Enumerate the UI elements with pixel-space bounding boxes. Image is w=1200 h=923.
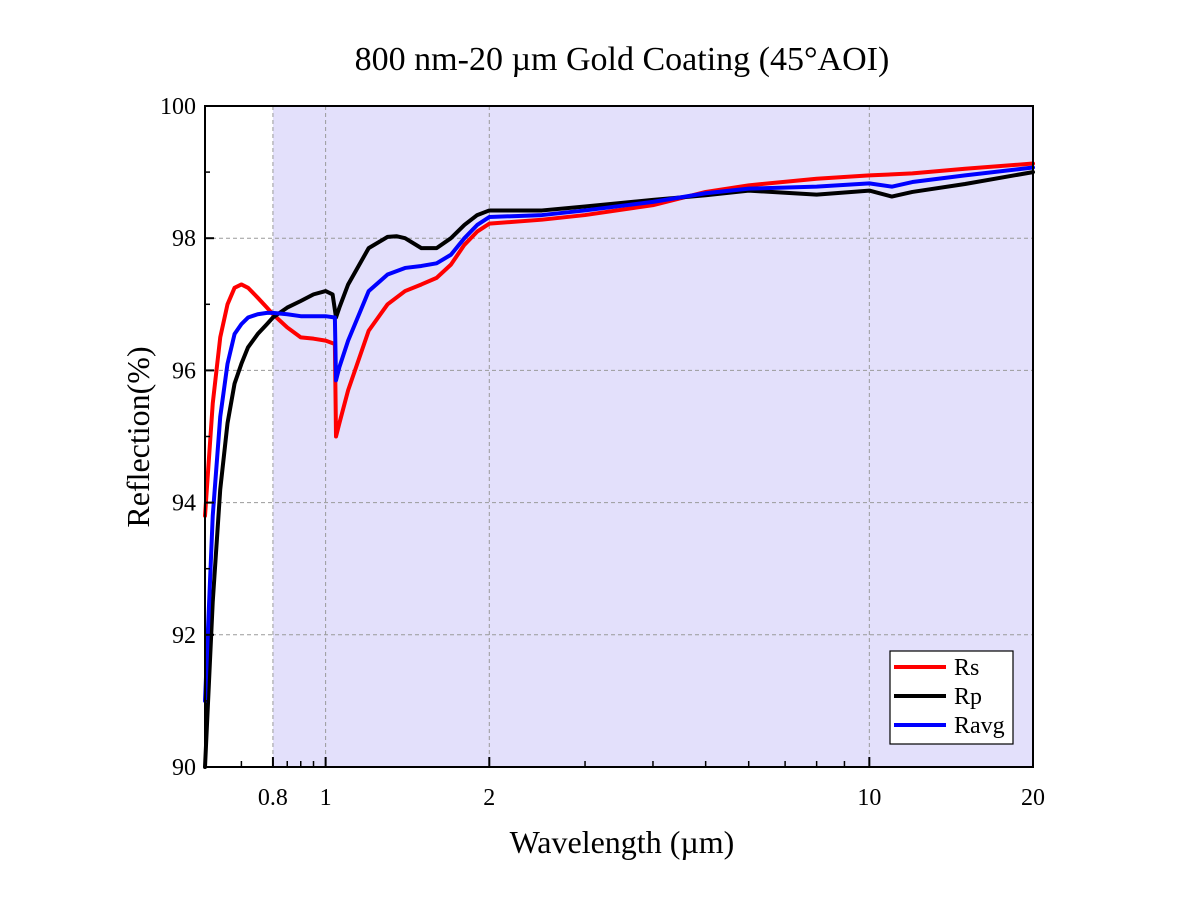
y-tick-label: 96 [172,358,196,384]
y-tick-label: 92 [172,623,196,649]
x-tick-label: 1 [320,785,332,811]
y-axis-title: Reflection(%) [120,346,156,527]
x-tick-label: 0.8 [258,785,288,811]
legend-label-rp: Rp [954,684,982,710]
chart-title: 800 nm-20 µm Gold Coating (45°AOI) [355,41,890,78]
x-tick-label: 20 [1021,785,1045,811]
x-tick-label: 10 [857,785,881,811]
plot-area: 90 92 94 96 98 100 0.8 1 2 10 20 Rs Rp Ravg [160,94,1045,811]
y-tick-label: 90 [172,755,196,781]
x-axis-title: Wavelength (µm) [510,824,735,860]
legend-label-rs: Rs [954,655,979,681]
x-tick-label: 2 [483,785,495,811]
legend-label-ravg: Ravg [954,713,1005,739]
series-line-ravg [203,165,1035,703]
y-tick-label: 94 [172,491,196,517]
y-tick-label: 100 [160,94,196,120]
y-tick-label: 98 [172,226,196,252]
